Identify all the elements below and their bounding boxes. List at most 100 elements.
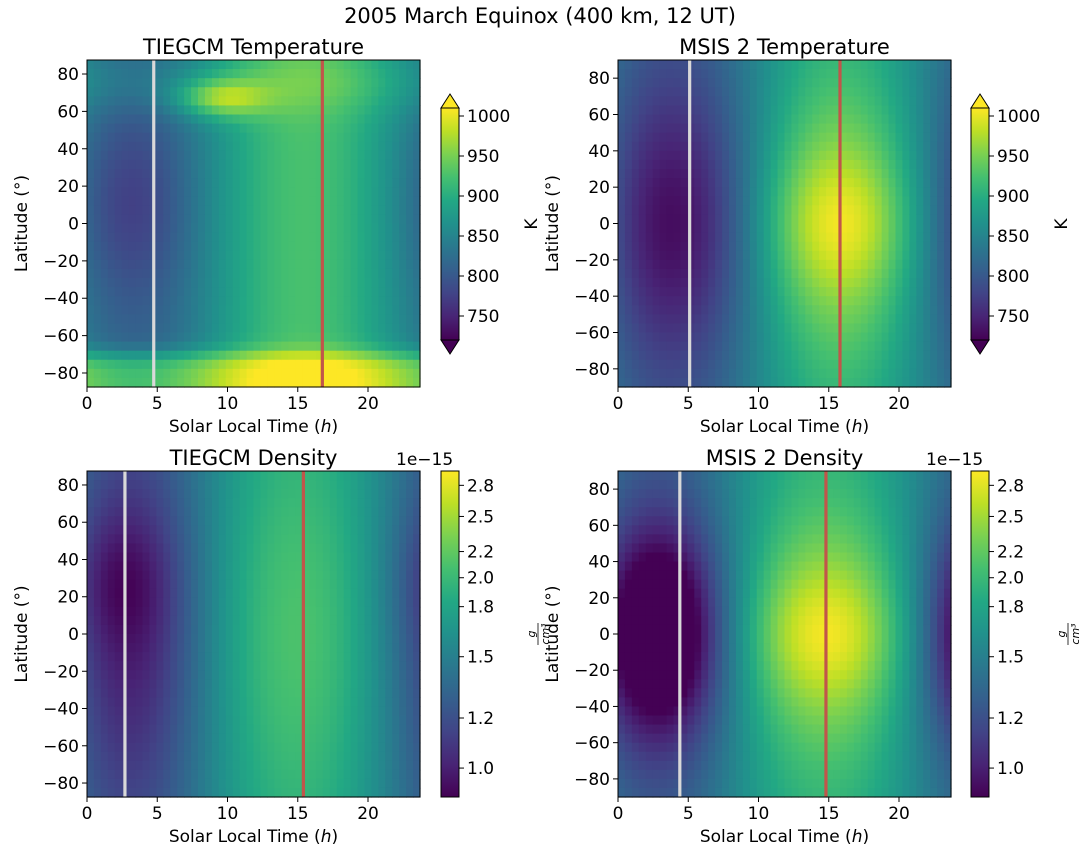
- panel-3: 0 5 10 15 20 −80 −60 −40 −20 0 20 40 60 80 TIEGCM Dens…: [12, 446, 552, 847]
- colorbar-tick-label: 2.5: [467, 507, 494, 527]
- colorbar-tick-label: 750: [467, 307, 499, 327]
- x-tick-label: 0: [613, 804, 624, 824]
- colorbar: 1.0 1.2 1.5 1.8 2.0 2.2 2.5 2.8 1e−15 g cm³: [396, 450, 552, 798]
- x-tick-label: 0: [82, 804, 93, 824]
- y-tick-label: −40: [43, 289, 79, 309]
- colorbar-tick-label: 2.0: [997, 569, 1024, 589]
- x-tick-label: 0: [613, 394, 624, 414]
- y-tick-label: 0: [68, 625, 79, 645]
- x-tick-label: 15: [818, 804, 840, 824]
- x-tick-label: 20: [357, 394, 379, 414]
- y-tick-label: −80: [574, 360, 610, 380]
- colorbar: 750 800 850 900 950 1000 K: [440, 93, 542, 355]
- colorbar-offset: 1e−15: [926, 450, 983, 470]
- panel-2: 0 5 10 15 20 −80 −60 −40 −20 0 20 40 60 80 MSIS 2 Temp…: [543, 35, 1072, 437]
- x-tick-label: 5: [152, 804, 163, 824]
- y-tick-label: 0: [599, 215, 610, 235]
- colorbar-tick-label: 1.2: [997, 709, 1024, 729]
- y-tick-label: 20: [588, 178, 610, 198]
- y-tick-label: 0: [68, 215, 79, 235]
- y-tick-label: 60: [57, 513, 79, 533]
- y-tick-label: 60: [588, 516, 610, 536]
- colorbar: 750 800 850 900 950 1000 K: [970, 93, 1072, 355]
- y-axis-label: Latitude (°): [543, 585, 563, 682]
- y-tick-label: 60: [588, 106, 610, 126]
- y-tick-label: −60: [574, 734, 610, 754]
- colorbar-tick-label: 800: [997, 267, 1029, 287]
- colorbar-extend-max: [440, 93, 460, 109]
- x-tick-label: 5: [683, 394, 694, 414]
- y-tick-label: −80: [574, 770, 610, 790]
- y-tick-label: −40: [574, 697, 610, 717]
- x-axis-label: Solar Local Time (h): [169, 827, 338, 847]
- x-axis-label: Solar Local Time (h): [169, 417, 338, 437]
- colorbar-tick-label: 1.8: [467, 598, 494, 618]
- y-tick-label: −60: [43, 737, 79, 757]
- colorbar-extend-min: [440, 339, 460, 355]
- colorbar-tick-label: 950: [467, 147, 499, 167]
- y-axis-label: Latitude (°): [12, 585, 32, 682]
- y-tick-label: −40: [43, 700, 79, 720]
- colorbar-label: g cm³: [525, 623, 552, 645]
- y-tick-label: 20: [57, 588, 79, 608]
- colorbar-extend-min: [970, 339, 990, 355]
- colorbar-tick-label: 800: [467, 267, 499, 287]
- x-tick-label: 10: [748, 804, 770, 824]
- y-tick-label: 40: [57, 550, 79, 570]
- y-tick-label: −60: [574, 324, 610, 344]
- x-axis-label: Solar Local Time (h): [700, 827, 869, 847]
- y-tick-label: 80: [588, 480, 610, 500]
- colorbar-tick-label: 900: [467, 187, 499, 207]
- colorbar-tick-label: 2.0: [467, 569, 494, 589]
- y-tick-label: −60: [43, 327, 79, 347]
- colorbar-tick-label: 950: [997, 147, 1029, 167]
- colorbar-tick-label: 750: [997, 307, 1029, 327]
- colorbar-tick-label: 1.2: [467, 709, 494, 729]
- colorbar-label: K: [522, 218, 542, 230]
- heatmap-field: [87, 471, 421, 798]
- colorbar-tick-label: 2.5: [997, 507, 1024, 527]
- y-tick-label: 40: [57, 140, 79, 160]
- colorbar-label: g cm³: [1055, 623, 1080, 645]
- x-tick-label: 20: [888, 394, 910, 414]
- figure-title: 2005 March Equinox (400 km, 12 UT): [344, 4, 736, 28]
- colorbar-tick-label: 2.2: [997, 543, 1024, 563]
- colorbar-label: K: [1052, 218, 1072, 230]
- x-tick-label: 20: [888, 804, 910, 824]
- colorbar-tick-label: 1000: [997, 107, 1040, 127]
- colorbar-tick-label: 2.8: [467, 476, 494, 496]
- heatmap-field: [87, 60, 421, 388]
- y-tick-label: 80: [57, 65, 79, 85]
- y-tick-label: −20: [43, 662, 79, 682]
- y-tick-label: 60: [57, 102, 79, 122]
- x-tick-label: 15: [287, 394, 309, 414]
- x-tick-label: 0: [82, 394, 93, 414]
- panel-title: TIEGCM Density: [169, 446, 338, 470]
- y-tick-label: −20: [574, 251, 610, 271]
- y-tick-label: 80: [588, 69, 610, 89]
- panel-title: MSIS 2 Temperature: [679, 35, 890, 59]
- panel-title: MSIS 2 Density: [706, 446, 864, 470]
- colorbar-tick-label: 900: [997, 187, 1029, 207]
- panel-title: TIEGCM Temperature: [142, 35, 364, 59]
- colorbar-tick-label: 1.5: [467, 648, 494, 668]
- x-tick-label: 15: [287, 804, 309, 824]
- x-axis-label: Solar Local Time (h): [700, 417, 869, 437]
- x-tick-label: 10: [748, 394, 770, 414]
- y-axis-label: Latitude (°): [12, 175, 32, 272]
- colorbar-extend-max: [970, 93, 990, 109]
- y-tick-label: 20: [588, 589, 610, 609]
- y-tick-label: −80: [43, 774, 79, 794]
- y-tick-label: −80: [43, 364, 79, 384]
- y-tick-label: 80: [57, 476, 79, 496]
- colorbar-tick-label: 2.2: [467, 543, 494, 563]
- y-axis-label: Latitude (°): [543, 175, 563, 272]
- y-tick-label: 40: [588, 553, 610, 573]
- colorbar-tick-label: 850: [467, 227, 499, 247]
- x-tick-label: 20: [357, 804, 379, 824]
- heatmap-field: [618, 471, 952, 798]
- colorbar-tick-label: 850: [997, 227, 1029, 247]
- y-tick-label: −20: [43, 252, 79, 272]
- x-tick-label: 10: [217, 804, 239, 824]
